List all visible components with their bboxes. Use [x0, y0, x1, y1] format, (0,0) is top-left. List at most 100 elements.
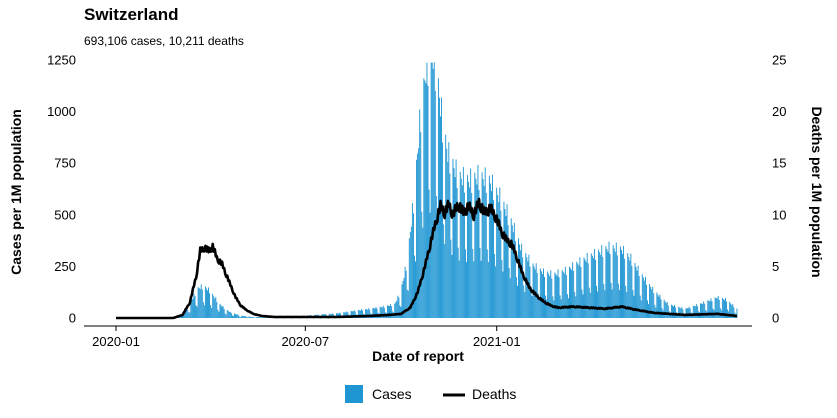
cases-bar	[460, 178, 462, 318]
cases-bar	[591, 255, 593, 318]
cases-bar	[506, 204, 508, 318]
cases-bar	[443, 224, 445, 318]
x-axis: 2020-01 2020-07 2021-01	[92, 326, 521, 349]
cases-bar	[462, 166, 464, 318]
cases-bar	[475, 178, 477, 318]
cases-bar	[572, 262, 574, 318]
cases-bar	[464, 249, 466, 318]
cases-bar	[498, 202, 500, 318]
cases-bar	[195, 305, 197, 318]
cases-bar	[709, 301, 711, 318]
cases-bar	[733, 307, 735, 318]
cases-bar	[424, 80, 426, 318]
cases-bar	[502, 271, 504, 318]
x-axis-title: Date of report	[372, 348, 464, 364]
cases-bar	[509, 278, 511, 318]
cases-bar	[616, 255, 618, 318]
cases-bar	[199, 288, 201, 318]
cases-bar	[723, 300, 725, 318]
cases-bar	[478, 190, 480, 318]
cases-bar	[731, 304, 733, 318]
cases-bar	[625, 285, 627, 318]
cases-bar	[376, 308, 378, 318]
cases-bar	[251, 316, 253, 318]
cases-bar	[654, 304, 656, 318]
legend-cases-swatch	[345, 385, 363, 403]
cases-bar	[446, 148, 448, 318]
cases-bar	[714, 297, 716, 318]
cases-bar	[708, 300, 710, 318]
cases-bar	[381, 307, 383, 318]
cases-bar	[657, 294, 659, 318]
cases-bar	[470, 168, 472, 318]
cases-bar	[587, 263, 589, 318]
cases-bar	[558, 277, 560, 318]
cases-bar	[404, 266, 406, 318]
cases-bars	[169, 62, 738, 319]
left-y-tick-label: 250	[54, 259, 76, 274]
cases-bar	[182, 316, 183, 318]
cases-bar	[409, 232, 411, 318]
cases-bar	[347, 312, 349, 318]
cases-bar	[382, 305, 384, 318]
cases-bar	[403, 277, 405, 318]
cases-bar	[679, 307, 681, 318]
cases-bar	[523, 285, 525, 318]
cases-bar	[627, 253, 629, 318]
cases-bar	[245, 316, 247, 318]
cases-bar	[410, 226, 412, 318]
cases-bar	[442, 142, 444, 318]
cases-bar	[550, 270, 552, 318]
cases-bar	[571, 269, 573, 318]
cases-bar	[260, 317, 262, 318]
cases-bar	[645, 284, 647, 318]
cases-bar	[694, 306, 696, 318]
cases-bar	[612, 245, 614, 318]
cases-bar	[220, 305, 222, 318]
cases-bar	[391, 306, 393, 318]
cases-bar	[623, 245, 625, 318]
cases-bar	[437, 78, 439, 318]
cases-bar	[205, 288, 207, 318]
cases-bar	[463, 192, 465, 318]
cases-bar	[632, 290, 634, 318]
cases-bar	[681, 307, 683, 318]
cases-bar	[656, 292, 658, 318]
cases-bar	[678, 306, 680, 318]
cases-bar	[614, 251, 616, 318]
cases-bar	[390, 304, 392, 318]
cases-bar	[553, 300, 555, 318]
cases-bar	[588, 287, 590, 318]
cases-bar	[488, 175, 490, 318]
cases-bar	[581, 289, 583, 318]
cases-bar	[474, 172, 476, 318]
cases-bar	[522, 257, 524, 318]
cases-bar	[242, 315, 244, 318]
cases-bar	[640, 300, 642, 318]
cases-bar	[194, 296, 196, 318]
cases-bar	[395, 302, 397, 318]
cases-bar	[433, 62, 435, 318]
cases-bar	[664, 301, 666, 318]
cases-bar	[213, 296, 215, 318]
cases-bar	[426, 62, 428, 318]
cases-bar	[367, 309, 369, 318]
cases-bar	[352, 311, 354, 318]
cases-bar	[631, 265, 633, 318]
cases-bar	[538, 298, 540, 318]
cases-bar	[564, 266, 566, 318]
cases-bar	[718, 299, 720, 318]
cases-bar	[417, 153, 419, 318]
cases-bar	[520, 250, 522, 318]
cases-bar	[218, 311, 220, 318]
cases-bar	[633, 295, 635, 318]
cases-bar	[452, 158, 454, 318]
cases-bar	[473, 261, 475, 318]
cases-bar	[584, 259, 586, 318]
cases-bar	[710, 298, 712, 318]
cases-bar	[501, 260, 503, 318]
cases-bar	[539, 268, 541, 318]
left-y-tick-label: 750	[54, 156, 76, 171]
cases-bar	[593, 248, 595, 318]
cases-bar	[547, 271, 549, 318]
